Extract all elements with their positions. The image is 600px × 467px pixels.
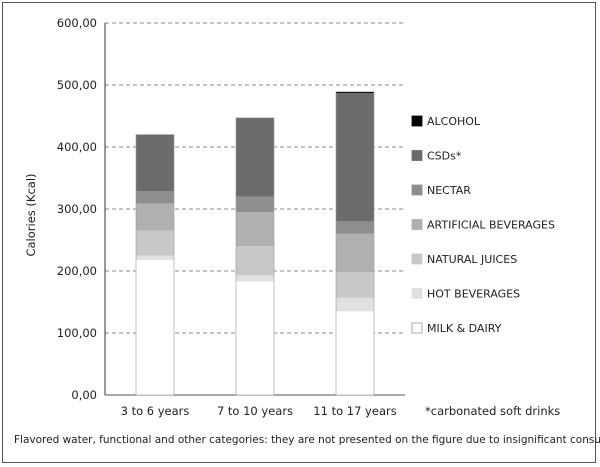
x-tick-label: 7 to 10 years: [217, 404, 293, 418]
x-axis-labels: 3 to 6 years 7 to 10 years 11 to 17 years: [121, 404, 397, 418]
legend-label: NATURAL JUICES: [427, 253, 517, 266]
bar-segment: [336, 91, 374, 94]
legend-label: NECTAR: [427, 184, 471, 197]
y-axis-title: Calories (Kcal): [24, 173, 38, 256]
legend-swatch: [411, 115, 423, 127]
bar-segment: [136, 203, 174, 231]
legend-swatch: [411, 253, 423, 265]
legend-label: MILK & DAIRY: [427, 322, 502, 335]
bar-segment: [336, 233, 374, 273]
y-tick-label: 100,00: [57, 326, 97, 340]
bar-segment: [236, 275, 274, 282]
legend-label: ALCOHOL: [427, 115, 481, 128]
bar-outline: [335, 91, 375, 396]
legend-swatch: [411, 184, 423, 196]
y-tick-label: 300,00: [57, 202, 97, 216]
csd-footnote: *carbonated soft drinks: [425, 404, 560, 418]
legend-label: HOT BEVERAGES: [427, 288, 520, 301]
legend-swatch: [411, 219, 423, 230]
bottom-footnote: Flavored water, functional and other cat…: [14, 434, 600, 446]
y-tick-label: 600,00: [57, 16, 97, 30]
x-tick-label: 3 to 6 years: [121, 404, 190, 418]
bar-outline: [235, 117, 275, 396]
legend-swatch: [411, 288, 423, 299]
y-tick-label: 200,00: [57, 264, 97, 278]
bar-segment: [136, 259, 174, 395]
chart-frame: [2, 2, 596, 463]
bars: [135, 91, 375, 396]
bar-segment: [336, 221, 374, 234]
legend-label: CSDs*: [427, 150, 462, 163]
legend-swatch: [411, 150, 423, 161]
bar-segment: [336, 311, 374, 395]
x-tick-label: 11 to 17 years: [313, 404, 396, 418]
y-tick-label: 0,00: [71, 388, 97, 402]
bar-segment: [336, 93, 374, 222]
bar-segment: [336, 297, 374, 312]
bar-outline: [135, 134, 175, 396]
legend-label: ARTIFICIAL BEVERAGES: [427, 219, 555, 232]
bar-segment: [236, 212, 274, 247]
bar-segment: [236, 196, 274, 213]
bar-segment: [136, 230, 174, 256]
bar-segment: [236, 246, 274, 276]
bar-segment: [136, 191, 174, 204]
bar-segment: [136, 255, 174, 260]
bar-segment: [336, 272, 374, 298]
legend-swatch: [411, 322, 423, 334]
y-tick-label: 500,00: [57, 78, 97, 92]
bar-segment: [136, 134, 174, 192]
bar-segment: [236, 281, 274, 395]
y-tick-label: 400,00: [57, 140, 97, 154]
bar-segment: [236, 117, 274, 197]
legend: ALCOHOL CSDs* NECTAR ARTIFICIAL BEVERAGES NA…: [411, 115, 555, 335]
